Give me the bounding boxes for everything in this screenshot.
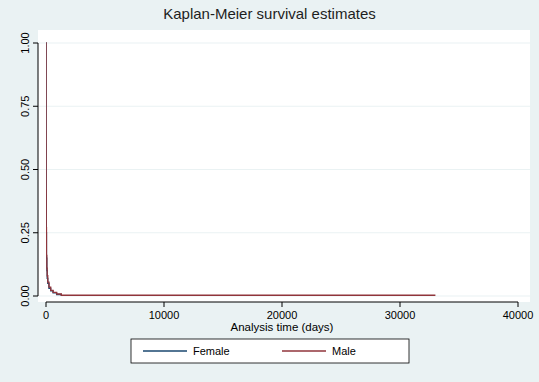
x-axis (46, 302, 518, 303)
y-tick (33, 106, 38, 107)
x-tick-label: 0 (43, 309, 49, 321)
x-tick (400, 302, 401, 307)
x-tick (282, 302, 283, 307)
plot-area (38, 30, 530, 302)
survival-line (46, 43, 61, 296)
title: Kaplan-Meier survival estimates (163, 5, 376, 22)
y-tick-label: 0.50 (19, 159, 31, 180)
chart: Kaplan-Meier survival estimates 0.00 0.25 0… (0, 0, 539, 382)
survival-line (46, 43, 435, 295)
x-tick-label: 40000 (503, 309, 534, 321)
legend-label: Female (193, 345, 230, 357)
x-tick-label: 10000 (149, 309, 180, 321)
grid-line (38, 169, 530, 170)
y-tick-label: 0.25 (19, 222, 31, 243)
y-tick-label: 0.00 (19, 285, 31, 306)
series-group (46, 43, 435, 296)
y-tick (33, 296, 38, 297)
x-tick-label: 30000 (385, 309, 416, 321)
legend-swatch (143, 350, 187, 351)
x-tick-label: 20000 (267, 309, 298, 321)
legend: Female Male (131, 339, 409, 363)
legend-swatch (282, 350, 326, 351)
x-axis-label: Analysis time (days) (231, 321, 334, 333)
y-tick (33, 43, 38, 44)
y-tick (33, 232, 38, 233)
background (0, 0, 539, 382)
legend-box (131, 339, 409, 363)
x-tick (518, 302, 519, 307)
x-tick (164, 302, 165, 307)
grid-line (38, 232, 530, 233)
y-axis (38, 43, 39, 296)
legend-label: Male (332, 345, 356, 357)
y-tick-label: 0.75 (19, 96, 31, 117)
y-tick-label: 1.00 (19, 32, 31, 53)
grid-line (38, 106, 530, 107)
grid-line (38, 42, 530, 43)
x-tick (46, 302, 47, 307)
y-tick (33, 169, 38, 170)
